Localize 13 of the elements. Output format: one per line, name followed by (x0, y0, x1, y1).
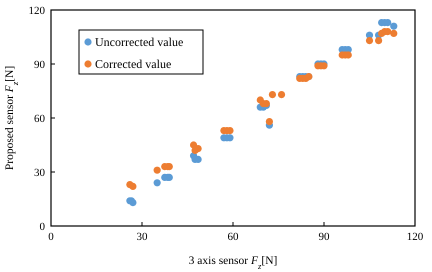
legend-label: Corrected value (95, 57, 172, 71)
x-tick-label: 120 (406, 231, 424, 243)
y-tick-label: 90 (34, 59, 46, 71)
y-tick-label: 30 (34, 167, 46, 179)
x-tick-label: 60 (228, 231, 239, 243)
y-tick-label: 60 (34, 113, 46, 125)
legend-label: Uncorrected value (95, 35, 184, 49)
x-tick-label: 30 (136, 231, 148, 243)
y-tick-label: 0 (40, 221, 46, 233)
x-tick-label: 0 (48, 231, 54, 243)
y-tick-label: 120 (28, 5, 46, 17)
x-tick-label: 90 (318, 231, 330, 243)
x-axis-title: 3 axis sensor F$_{z}$[N] (188, 255, 278, 271)
